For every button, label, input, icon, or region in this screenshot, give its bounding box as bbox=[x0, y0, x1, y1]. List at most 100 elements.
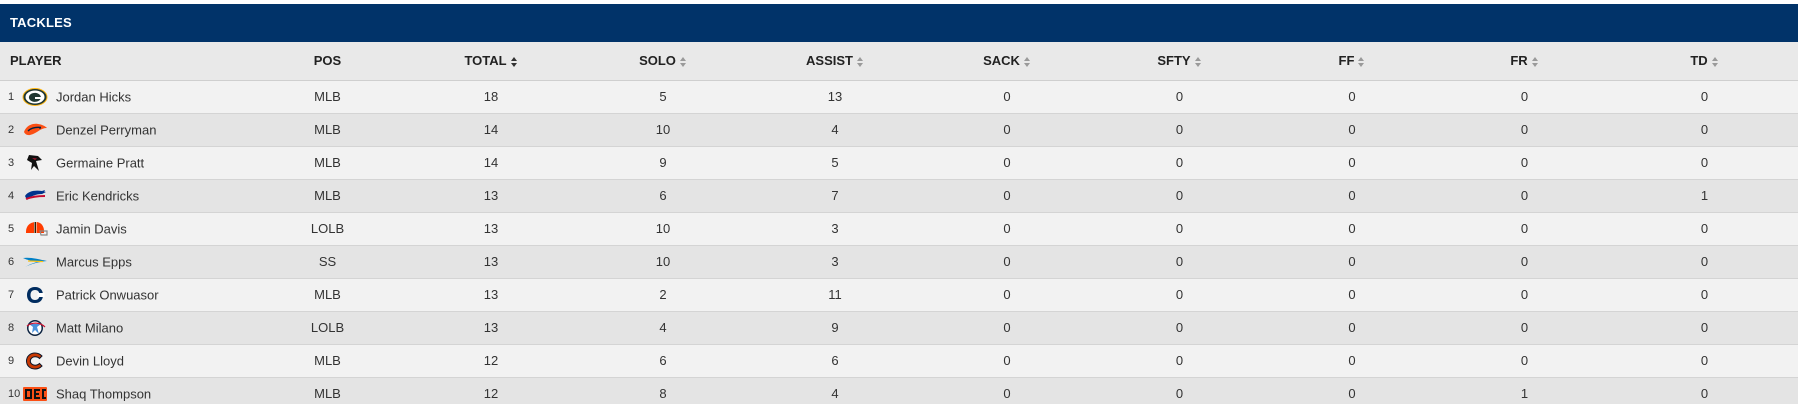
cell-fr: 0 bbox=[1520, 122, 1529, 137]
cell-solo: 6 bbox=[659, 188, 667, 203]
cell-assist: 3 bbox=[831, 254, 839, 269]
cell-solo: 8 bbox=[659, 386, 667, 401]
sort-icon[interactable] bbox=[1531, 56, 1539, 68]
cell-solo: 2 bbox=[659, 287, 667, 302]
cell-total: 13 bbox=[483, 254, 499, 269]
sort-icon[interactable] bbox=[856, 56, 864, 68]
column-header-pos: POS bbox=[250, 42, 405, 81]
cell-assist: 4 bbox=[831, 122, 839, 137]
column-header-assist[interactable]: ASSIST bbox=[749, 42, 921, 81]
cell-sfty: 0 bbox=[1175, 89, 1184, 104]
cell-pos: MLB bbox=[314, 287, 341, 302]
cell-solo: 10 bbox=[655, 254, 671, 269]
sort-icon[interactable] bbox=[1023, 56, 1031, 68]
cell-ff: 0 bbox=[1348, 287, 1356, 302]
cell-sfty: 0 bbox=[1175, 155, 1184, 170]
table-row: 1 Jordan Hicks MLB 18 5 13 0 0 0 0 0 bbox=[0, 80, 1798, 113]
table-row: 5 Jamin Davis LOLB 13 10 3 0 0 0 0 0 bbox=[0, 212, 1798, 245]
cell-total: 12 bbox=[483, 386, 499, 401]
cell-td: 0 bbox=[1700, 221, 1709, 236]
player-name-link[interactable]: Marcus Epps bbox=[56, 254, 132, 269]
cell-sfty: 0 bbox=[1175, 386, 1184, 401]
player-rank: 2 bbox=[8, 123, 15, 136]
player-cell: 1 Jordan Hicks bbox=[0, 80, 250, 113]
column-header-label: ASSIST bbox=[806, 53, 853, 69]
cell-ff: 0 bbox=[1348, 122, 1356, 137]
player-cell: 7 Patrick Onwuasor bbox=[0, 278, 250, 311]
cell-td: 0 bbox=[1700, 386, 1709, 401]
cell-total: 12 bbox=[483, 353, 499, 368]
cell-assist: 9 bbox=[831, 320, 839, 335]
cell-total: 18 bbox=[483, 89, 499, 104]
player-name-link[interactable]: Jordan Hicks bbox=[56, 89, 132, 104]
table-body: 1 Jordan Hicks MLB 18 5 13 0 0 0 0 0 2 Denzel Perrym… bbox=[0, 80, 1798, 404]
cell-td: 0 bbox=[1700, 254, 1709, 269]
table-row: 8 Matt Milano LOLB 13 4 9 0 0 0 0 0 bbox=[0, 311, 1798, 344]
player-name-link[interactable]: Jamin Davis bbox=[56, 221, 127, 236]
column-header-total[interactable]: TOTAL bbox=[405, 42, 577, 81]
cell-total: 13 bbox=[483, 320, 499, 335]
cell-ff: 0 bbox=[1348, 386, 1356, 401]
column-header-sack[interactable]: SACK bbox=[921, 42, 1093, 81]
titans-logo-icon bbox=[22, 318, 48, 338]
cell-pos: MLB bbox=[314, 386, 341, 401]
sort-icon[interactable] bbox=[1357, 56, 1365, 68]
column-header-solo[interactable]: SOLO bbox=[577, 42, 749, 81]
sort-icon[interactable] bbox=[1711, 56, 1719, 68]
player-name-link[interactable]: Denzel Perryman bbox=[56, 122, 157, 137]
table-row: 10 Shaq Thompson MLB 12 8 4 0 0 0 1 0 bbox=[0, 377, 1798, 404]
player-name-link[interactable]: Germaine Pratt bbox=[56, 155, 145, 170]
player-rank: 4 bbox=[8, 189, 15, 202]
broncos-logo-icon bbox=[22, 120, 48, 140]
cell-pos: MLB bbox=[314, 188, 341, 203]
column-header-label: TOTAL bbox=[464, 53, 507, 69]
cell-assist: 5 bbox=[831, 155, 839, 170]
tackles-panel: TACKLES PLAYER POS TOTAL SOLO ASSIST SACK SFTY… bbox=[0, 4, 1798, 404]
player-rank: 10 bbox=[8, 387, 21, 400]
cell-total: 14 bbox=[483, 122, 499, 137]
falcons-logo-icon bbox=[22, 153, 48, 173]
cell-sfty: 0 bbox=[1175, 188, 1184, 203]
table-row: 4 Eric Kendricks MLB 13 6 7 0 0 0 0 1 bbox=[0, 179, 1798, 212]
cell-sack: 0 bbox=[1003, 221, 1011, 236]
cell-pos: LOLB bbox=[310, 320, 345, 335]
cell-td: 0 bbox=[1700, 320, 1709, 335]
cell-sfty: 0 bbox=[1175, 320, 1184, 335]
column-header-sfty[interactable]: SFTY bbox=[1093, 42, 1266, 81]
sort-icon[interactable] bbox=[679, 56, 687, 68]
cell-fr: 0 bbox=[1520, 89, 1529, 104]
column-header-fr[interactable]: FR bbox=[1438, 42, 1611, 81]
sort-active-icon[interactable] bbox=[510, 56, 518, 68]
cell-fr: 0 bbox=[1520, 155, 1529, 170]
column-header-label: SFTY bbox=[1157, 53, 1191, 69]
cell-total: 13 bbox=[483, 221, 499, 236]
cell-fr: 0 bbox=[1520, 320, 1529, 335]
player-name-link[interactable]: Matt Milano bbox=[56, 320, 124, 335]
cell-td: 0 bbox=[1700, 287, 1709, 302]
column-header-label: PLAYER bbox=[10, 53, 62, 69]
player-name-link[interactable]: Patrick Onwuasor bbox=[56, 287, 159, 302]
cell-solo: 10 bbox=[655, 221, 671, 236]
column-header-player: PLAYER bbox=[0, 42, 250, 81]
player-name-link[interactable]: Devin Lloyd bbox=[56, 353, 124, 368]
cell-pos: MLB bbox=[314, 155, 341, 170]
player-name-link[interactable]: Shaq Thompson bbox=[56, 386, 152, 401]
cell-solo: 9 bbox=[659, 155, 667, 170]
column-header-ff[interactable]: FF bbox=[1266, 42, 1438, 81]
player-name-link[interactable]: Eric Kendricks bbox=[56, 188, 140, 203]
cell-td: 0 bbox=[1700, 89, 1709, 104]
column-header-label: POS bbox=[313, 53, 342, 69]
player-cell: 5 Jamin Davis bbox=[0, 212, 250, 245]
sort-icon[interactable] bbox=[1194, 56, 1202, 68]
player-rank: 3 bbox=[8, 156, 15, 169]
cell-ff: 0 bbox=[1348, 353, 1356, 368]
player-cell: 4 Eric Kendricks bbox=[0, 179, 250, 212]
column-header-td[interactable]: TD bbox=[1611, 42, 1798, 81]
cell-assist: 4 bbox=[831, 386, 839, 401]
cell-assist: 6 bbox=[831, 353, 839, 368]
cell-ff: 0 bbox=[1348, 320, 1356, 335]
cell-assist: 7 bbox=[831, 188, 839, 203]
cell-solo: 4 bbox=[659, 320, 667, 335]
cell-solo: 5 bbox=[659, 89, 667, 104]
cell-sfty: 0 bbox=[1175, 221, 1184, 236]
